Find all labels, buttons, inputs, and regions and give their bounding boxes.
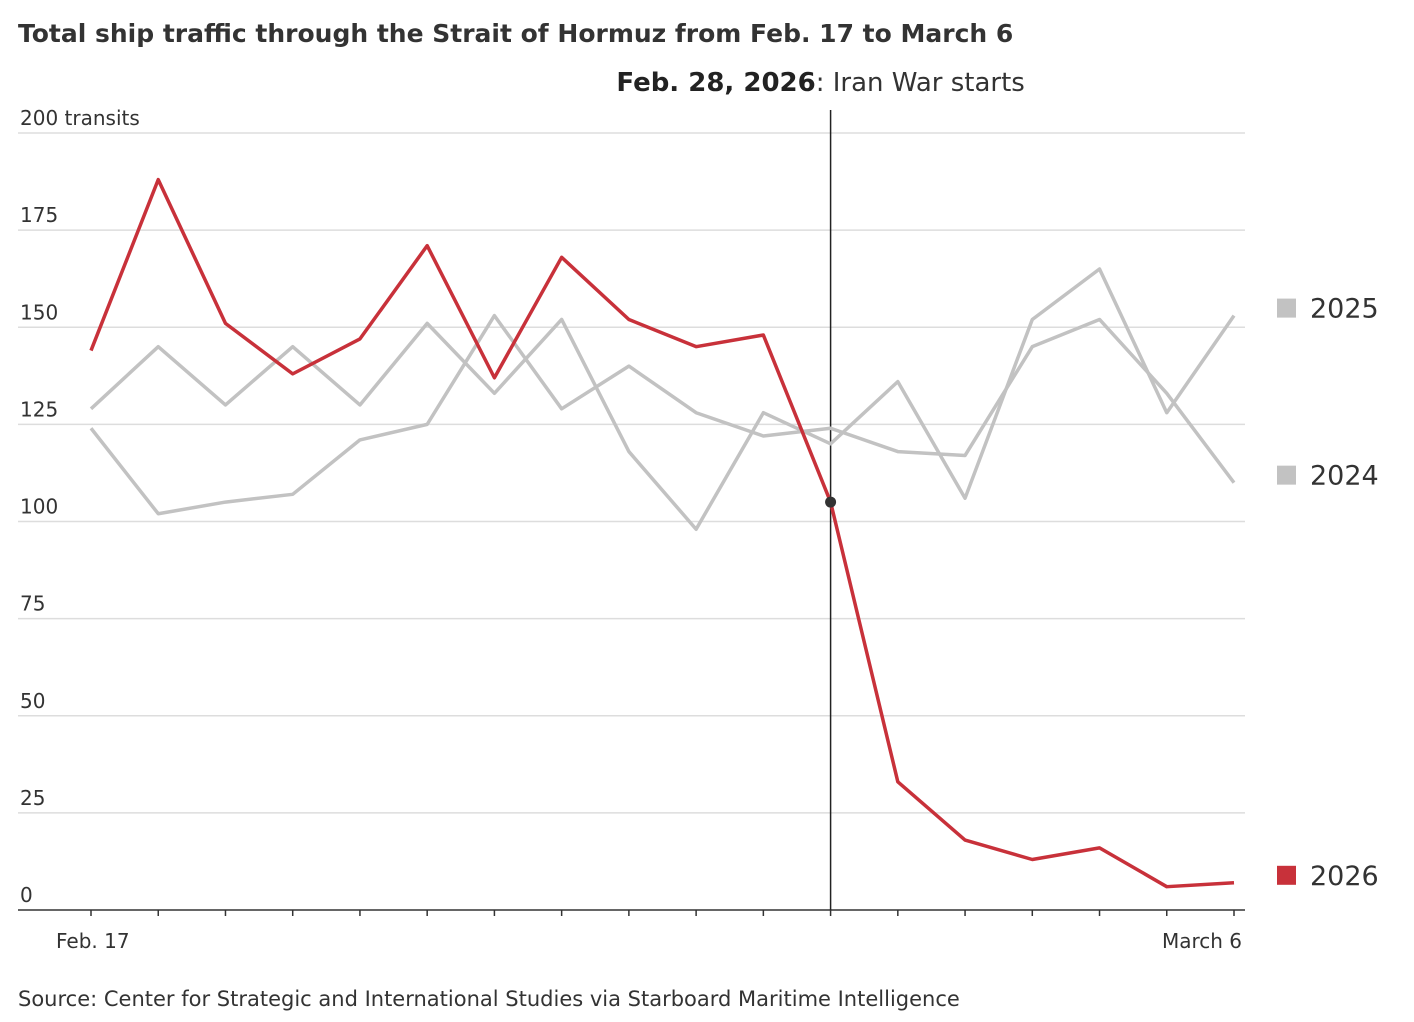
legend-label: 2026 — [1310, 861, 1379, 892]
y-tick-label: 200 transits — [20, 106, 140, 130]
y-tick-label: 150 — [20, 300, 58, 324]
annotation-dot — [825, 496, 837, 508]
y-tick-label: 25 — [20, 786, 45, 810]
y-tick-label: 175 — [20, 203, 58, 227]
legend-label: 2024 — [1310, 461, 1379, 492]
series-line — [89, 267, 1236, 532]
y-tick-label: 75 — [20, 592, 45, 616]
source: Source: Center for Strategic and Interna… — [18, 987, 960, 1011]
annotation-text: : Iran War starts — [816, 68, 1025, 98]
series-line — [89, 177, 1235, 889]
y-tick-label: 50 — [20, 689, 45, 713]
y-tick-label: 125 — [20, 397, 58, 421]
annotation: Feb. 28, 2026: Iran War starts — [616, 68, 1024, 98]
legend-swatch — [1277, 298, 1296, 318]
chart-title: Total ship traffic through the Strait of… — [18, 19, 1013, 48]
y-tick-label: 100 — [20, 495, 58, 519]
annotation-date: Feb. 28, 2026 — [616, 68, 815, 98]
legend-swatch — [1277, 865, 1296, 885]
series-line — [89, 313, 1236, 516]
legend-label: 2025 — [1310, 294, 1379, 325]
x-tick-label: March 6 — [1162, 929, 1242, 953]
legend-swatch — [1277, 465, 1296, 485]
y-tick-label: 0 — [20, 883, 33, 907]
x-tick-label: Feb. 17 — [56, 929, 130, 953]
